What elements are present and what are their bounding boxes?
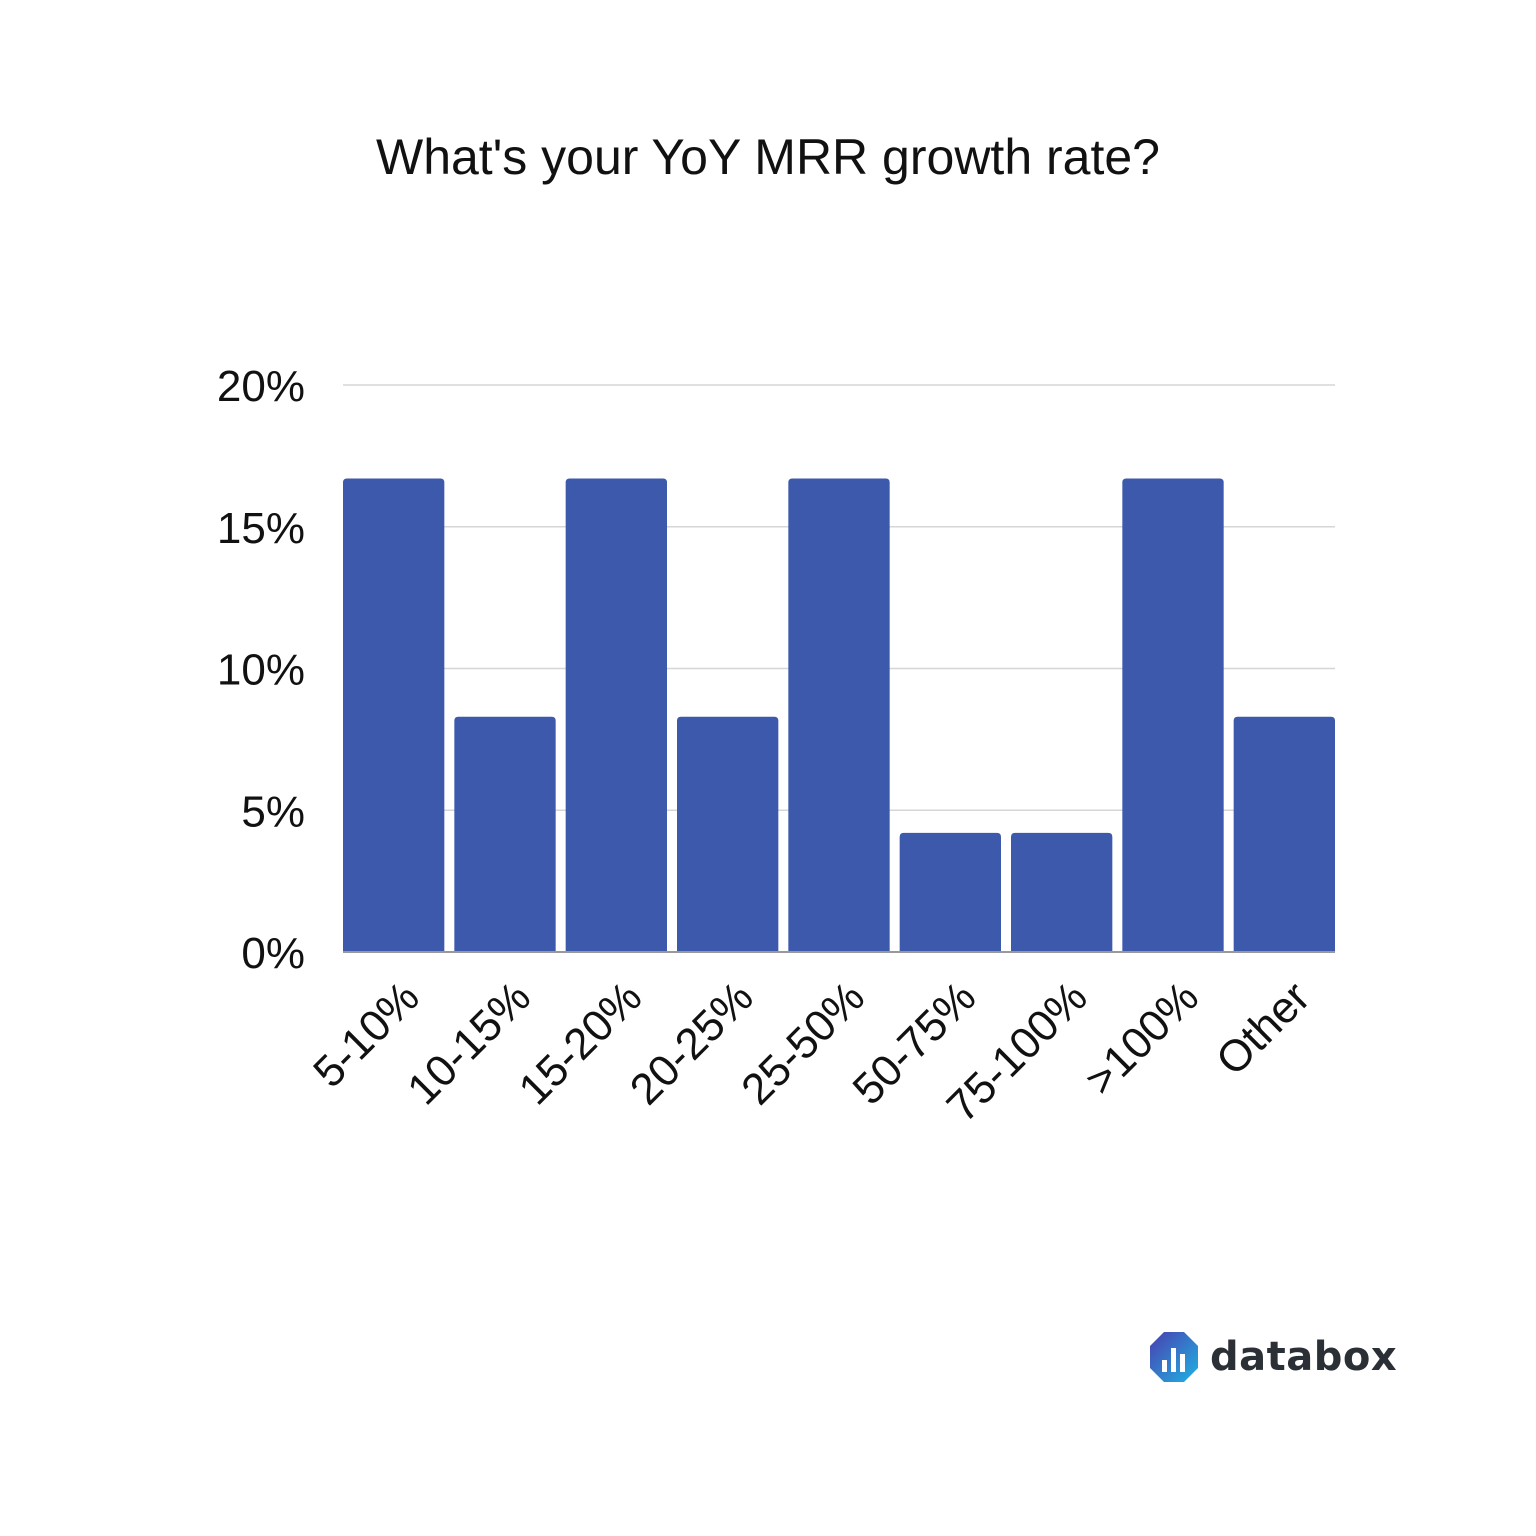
x-tick-label: 20-25% bbox=[621, 972, 763, 1114]
bar bbox=[899, 832, 1001, 952]
x-tick-label: 10-15% bbox=[398, 972, 540, 1114]
bar bbox=[677, 716, 779, 952]
bar bbox=[788, 478, 890, 952]
bar bbox=[565, 478, 667, 952]
bar bbox=[343, 478, 445, 952]
x-tick-label: >100% bbox=[1076, 972, 1208, 1104]
x-tick-label: Other bbox=[1207, 972, 1319, 1084]
y-tick-label: 0% bbox=[241, 929, 305, 978]
bar bbox=[1122, 478, 1224, 952]
x-tick-label: 25-50% bbox=[732, 972, 874, 1114]
brand-name: databox bbox=[1210, 1334, 1398, 1380]
databox-logo: databox bbox=[1148, 1330, 1397, 1384]
bar bbox=[1011, 832, 1113, 952]
y-tick-label: 5% bbox=[241, 787, 305, 836]
databox-logo-icon bbox=[1150, 1332, 1198, 1382]
y-tick-label: 15% bbox=[217, 504, 305, 553]
bar bbox=[454, 716, 556, 952]
bar bbox=[1233, 716, 1335, 952]
y-tick-label: 20% bbox=[217, 362, 305, 411]
chart-title: What's your YoY MRR growth rate? bbox=[376, 129, 1160, 185]
x-tick-label: 15-20% bbox=[510, 972, 652, 1114]
y-tick-label: 10% bbox=[217, 646, 305, 695]
